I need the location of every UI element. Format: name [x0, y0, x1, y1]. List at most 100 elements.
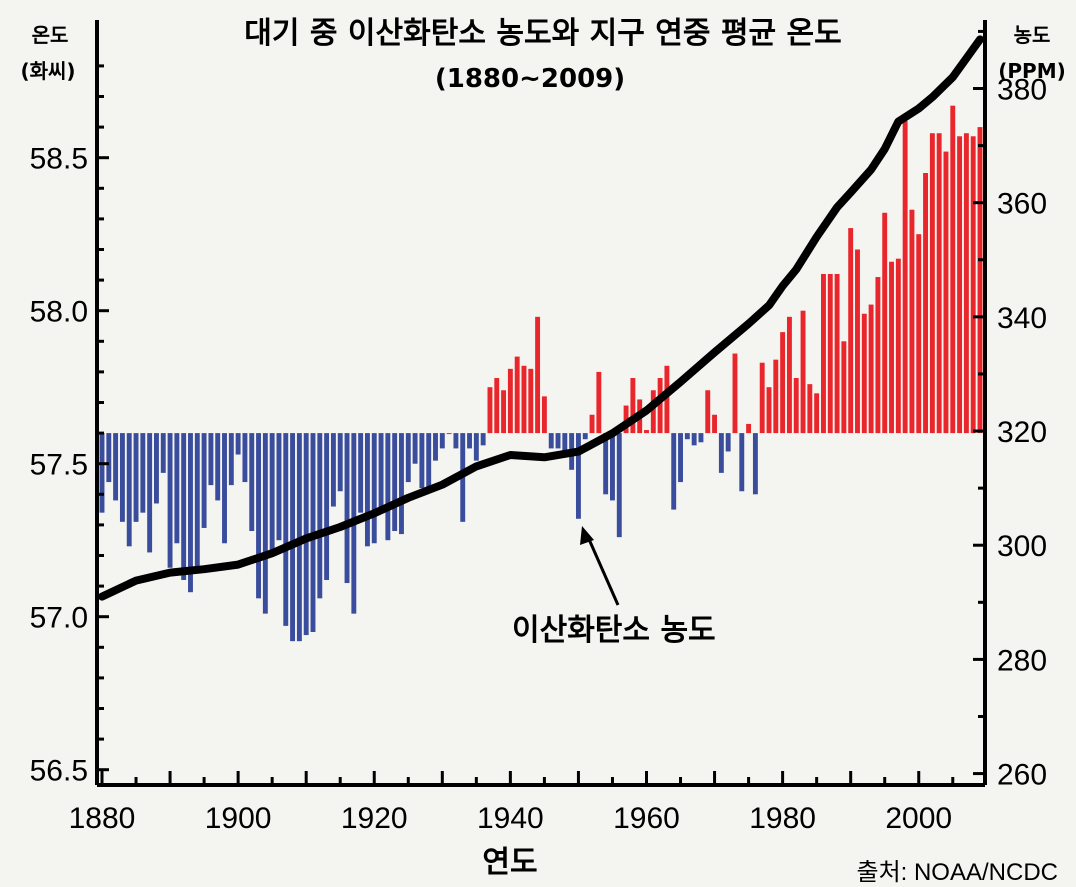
x-tick-label: 1880	[69, 802, 136, 835]
right-tick-label: 320	[997, 416, 1047, 449]
temperature-bar-1880	[99, 433, 105, 513]
temperature-bar-1975	[746, 423, 752, 434]
temperature-bar-1918	[358, 433, 364, 513]
x-tick-label: 1900	[205, 802, 272, 835]
temperature-bar-1972	[725, 433, 731, 452]
temperature-bar-1932	[453, 433, 459, 449]
temperature-bar-1988	[834, 273, 840, 434]
temperature-bar-2000	[916, 234, 922, 434]
temperature-bar-1927	[419, 433, 425, 489]
left-axis-unit-line2: (화씨)	[20, 59, 75, 83]
temperature-bar-1967	[691, 433, 697, 446]
left-axis-unit-line1: 온도	[32, 23, 69, 47]
temperature-bar-1948	[562, 433, 568, 452]
temperature-bar-2003	[936, 133, 942, 434]
temperature-bar-1954	[603, 433, 609, 495]
temperature-bar-1970	[712, 414, 718, 434]
temperature-bar-1884	[126, 433, 132, 547]
temperature-bar-1900	[235, 433, 241, 455]
temperature-bar-1998	[902, 120, 908, 434]
temperature-bar-1925	[405, 433, 411, 483]
right-tick-label: 300	[997, 530, 1047, 563]
temperature-bar-1929	[433, 433, 438, 461]
temperature-bar-1891	[174, 433, 180, 544]
temperature-bar-1881	[106, 433, 112, 483]
temperature-bar-1951	[582, 433, 588, 440]
right-axis-unit-line2: (PPM)	[998, 59, 1066, 83]
temperature-bar-1934	[467, 433, 472, 449]
temperature-bar-1961	[650, 390, 656, 434]
temperature-bar-1950	[575, 433, 581, 519]
temperature-bar-1882	[113, 433, 119, 501]
temperature-bar-1994	[875, 277, 881, 434]
temperature-bar-1989	[841, 341, 847, 434]
temperature-bar-1902	[249, 433, 255, 532]
temperature-bar-1976	[752, 433, 758, 495]
temperature-bar-1883	[119, 433, 125, 522]
temperature-bar-1958	[630, 378, 636, 434]
right-tick-label: 380	[997, 74, 1047, 107]
temperature-bar-1914	[330, 433, 336, 507]
temperature-bar-1980	[780, 332, 786, 434]
temperature-bar-1981	[786, 316, 792, 434]
x-ticks: 1880 1900 1920 1940 1960 1980 2000	[69, 771, 955, 835]
co2-annotation-label: 이산화탄소 농도	[512, 613, 716, 648]
temperature-bar-1937	[487, 387, 493, 434]
chart-subtitle: (1880~2009)	[435, 64, 625, 94]
right-tick-label: 340	[997, 302, 1047, 335]
temperature-bar-1912	[317, 433, 323, 599]
temperature-bar-1915	[337, 433, 343, 492]
temperature-bar-2002	[929, 133, 935, 434]
temperature-bar-1941	[514, 356, 520, 434]
temperature-bar-1973	[732, 353, 738, 434]
temperature-bar-1921	[378, 433, 384, 513]
annotation-arrowhead	[580, 526, 594, 545]
temperature-bar-1978	[766, 387, 772, 434]
temperature-bar-1942	[521, 365, 527, 434]
temperature-bar-1910	[303, 433, 309, 636]
temperature-bar-1920	[371, 433, 377, 544]
temperature-bar-1957	[623, 405, 629, 434]
temperature-bar-1982	[793, 378, 799, 434]
temperature-bar-1946	[548, 433, 554, 449]
temperature-bar-1890	[167, 433, 173, 568]
x-axis-title: 연도	[482, 845, 537, 880]
x-tick-label: 1940	[477, 802, 544, 835]
temperature-bar-1987	[827, 273, 833, 434]
temperature-bar-1913	[324, 433, 330, 580]
right-y-ticks: 260 280 300 320 340 360 380	[973, 29, 1047, 792]
temperature-bar-1986	[821, 273, 826, 434]
temperature-bar-2007	[963, 133, 969, 434]
temperature-bar-1903	[256, 433, 261, 599]
x-tick-label: 1980	[749, 802, 816, 835]
temperature-bar-1977	[759, 362, 765, 434]
chart-title: 대기 중 이산화탄소 농도와 지구 연중 평균 온도	[244, 16, 842, 51]
temperature-bar-1964	[671, 433, 677, 510]
temperature-bar-1885	[133, 433, 139, 522]
temperature-bar-2009	[977, 127, 983, 434]
left-tick-label: 57.5	[30, 449, 88, 482]
temperature-bar-1896	[208, 433, 214, 486]
temperature-bar-1938	[494, 378, 500, 434]
temperature-bar-1971	[718, 433, 724, 473]
temperature-bar-1997	[895, 258, 901, 434]
temperature-bar-1887	[147, 433, 153, 553]
temperature-bar-1996	[889, 261, 894, 434]
temperature-bar-1944	[535, 316, 541, 434]
right-tick-label: 260	[997, 759, 1047, 792]
temperature-bar-1965	[678, 433, 683, 483]
temperature-bar-1928	[426, 433, 432, 489]
temperature-bar-1945	[541, 396, 547, 434]
x-tick-label: 1960	[613, 802, 680, 835]
left-tick-label: 58.5	[30, 143, 88, 176]
right-tick-label: 360	[997, 188, 1047, 221]
temperature-bar-1893	[188, 433, 193, 593]
temperature-bar-1888	[154, 433, 159, 504]
temperature-bar-2004	[943, 151, 949, 434]
right-tick-label: 280	[997, 644, 1047, 677]
annotation-arrow	[586, 536, 620, 606]
temperature-bar-2001	[923, 173, 928, 434]
temperature-bar-1993	[868, 304, 874, 434]
temperature-bar-1956	[616, 433, 622, 538]
